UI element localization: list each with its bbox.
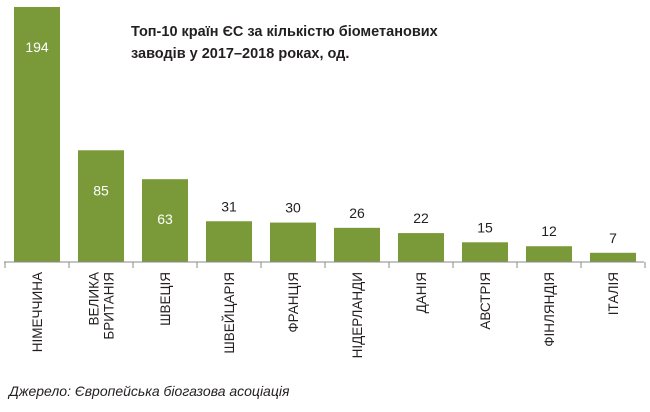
data-label: 85 [93, 182, 109, 198]
data-label: 194 [25, 39, 49, 55]
bar [142, 179, 188, 262]
bar [334, 227, 380, 262]
category-label-line: ШВЕЦІЯ [158, 272, 173, 326]
data-label: 12 [541, 223, 557, 239]
category-label-line: ФІНЛЯНДІЯ [542, 272, 557, 347]
bar [462, 242, 508, 262]
bars: 194 85 63 31 30 26 22 15 12 7 [14, 7, 636, 262]
category-label-line: ШВЕЙЦАРІЯ [222, 272, 237, 354]
bar [78, 150, 124, 262]
category-label-line: ДАНІЯ [414, 272, 429, 313]
data-label: 7 [609, 230, 617, 246]
category-label-line: АВСТРІЯ [478, 272, 493, 330]
data-label: 26 [349, 205, 365, 221]
category-label: АВСТРІЯ [478, 272, 493, 330]
bar [270, 222, 316, 262]
category-label: ІТАЛІЯ [606, 272, 621, 315]
category-label: ШВЕЙЦАРІЯ [222, 272, 237, 354]
data-label: 63 [157, 211, 173, 227]
category-label: ФІНЛЯНДІЯ [542, 272, 557, 347]
category-label: НІДЕРЛАНДИ [350, 272, 365, 358]
category-labels: НІМЕЧЧИНА ВЕЛИКАБРИТАНІЯ ШВЕЦІЯ ШВЕЙЦАРІЯ ФР… [30, 272, 621, 358]
category-label-line: НІДЕРЛАНДИ [350, 272, 365, 358]
bar [398, 233, 444, 262]
chart-title-line-2: заводів у 2017–2018 роках, од. [131, 46, 349, 62]
source-note: Джерело: Європейська біогазова асоціація [9, 383, 290, 399]
data-label: 22 [413, 210, 429, 226]
category-label-line: БРИТАНІЯ [102, 272, 117, 340]
category-label: НІМЕЧЧИНА [30, 272, 45, 352]
category-label-line: НІМЕЧЧИНА [30, 272, 45, 352]
x-axis [4, 261, 646, 268]
category-label: ФРАНЦІЯ [286, 272, 301, 333]
data-label: 31 [221, 198, 237, 214]
category-label-line: ІТАЛІЯ [606, 272, 621, 315]
category-label: ВЕЛИКАБРИТАНІЯ [87, 272, 117, 340]
bar [590, 252, 636, 262]
bar [526, 246, 572, 262]
category-label: ШВЕЦІЯ [158, 272, 173, 326]
category-label-line: ФРАНЦІЯ [286, 272, 301, 333]
data-label: 15 [477, 219, 493, 235]
bar [206, 221, 252, 262]
chart-title: Топ-10 країн ЄС за кількістю біометанови… [131, 24, 438, 62]
category-label-line: ВЕЛИКА [87, 272, 102, 325]
category-label: ДАНІЯ [414, 272, 429, 313]
data-label: 30 [285, 200, 301, 216]
bar [14, 7, 60, 262]
chart-title-line-1: Топ-10 країн ЄС за кількістю біометанови… [131, 24, 438, 40]
